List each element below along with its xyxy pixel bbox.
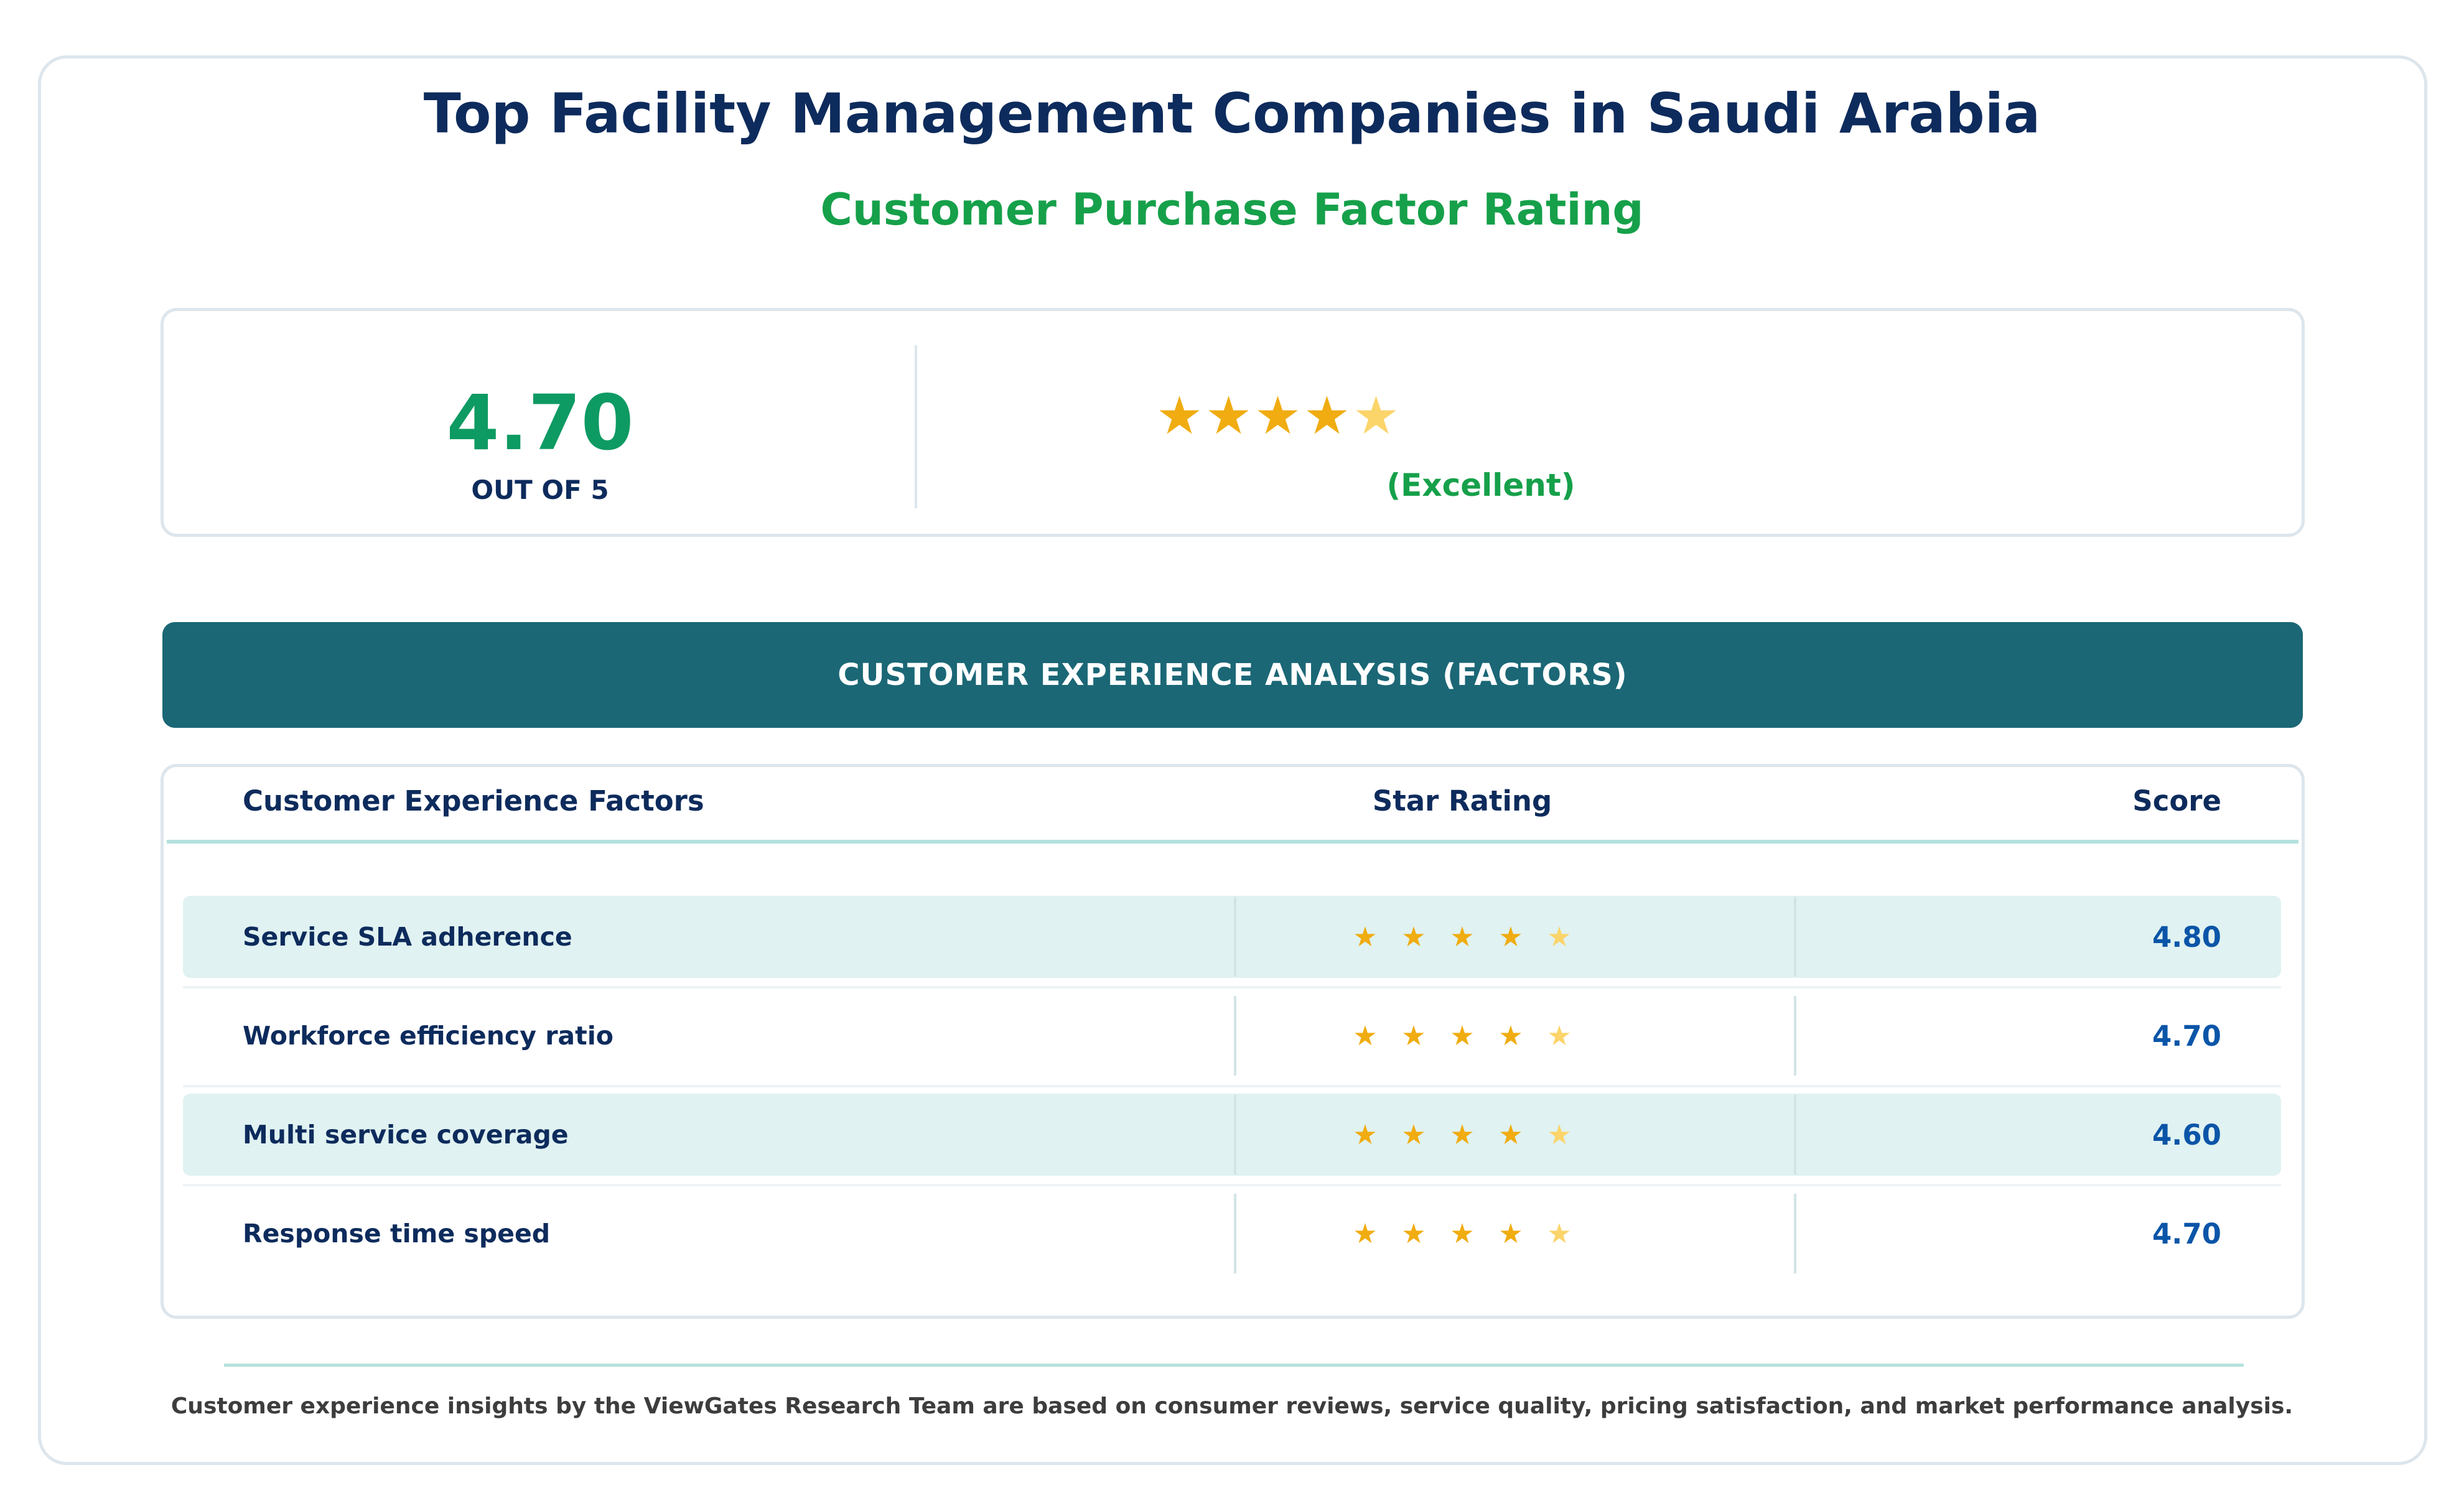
table-row: Service SLA adherence ★ ★ ★ ★ ★ 4.80: [183, 896, 2281, 978]
star-icon: ★: [1353, 1119, 1378, 1151]
analysis-banner: CUSTOMER EXPERIENCE ANALYSIS (FACTORS): [162, 622, 2303, 728]
column-header-star-rating: Star Rating: [1372, 784, 1552, 817]
star-icon: ★: [1353, 921, 1378, 953]
footer-divider: [224, 1364, 2244, 1367]
table-row: Multi service coverage ★ ★ ★ ★ ★ 4.60: [183, 1094, 2281, 1176]
star-icon: ★: [1401, 921, 1426, 953]
table-row: Workforce efficiency ratio ★ ★ ★ ★ ★ 4.70: [183, 995, 2281, 1077]
star-icon: ★: [1401, 1119, 1426, 1151]
column-divider: [1794, 1095, 1796, 1174]
star-icon: ★: [1303, 385, 1351, 446]
overall-star-rating: ★ ★ ★ ★ ★: [1155, 384, 1401, 447]
factor-star-rating: ★ ★ ★ ★ ★: [1244, 995, 1680, 1077]
page-title: Top Facility Management Companies in Sau…: [423, 81, 2041, 146]
column-divider: [1234, 996, 1236, 1076]
overall-score: 4.70: [446, 379, 634, 467]
row-separator: [183, 986, 2281, 988]
half-star-icon: ★: [1547, 1119, 1572, 1151]
half-star-icon: ★: [1547, 921, 1572, 953]
table-row: Response time speed ★ ★ ★ ★ ★ 4.70: [183, 1193, 2281, 1275]
half-star-icon: ★: [1547, 1217, 1572, 1250]
factor-score: 4.70: [2152, 1217, 2221, 1250]
star-icon: ★: [1254, 385, 1302, 446]
column-divider: [1794, 996, 1796, 1076]
column-divider: [1234, 1095, 1236, 1174]
factor-name: Workforce efficiency ratio: [243, 1021, 614, 1051]
factor-name: Service SLA adherence: [243, 922, 572, 952]
column-divider: [1234, 897, 1236, 977]
column-divider: [1794, 1194, 1796, 1273]
star-icon: ★: [1498, 1119, 1523, 1151]
page-subtitle: Customer Purchase Factor Rating: [820, 184, 1644, 235]
summary-divider: [915, 345, 917, 508]
star-icon: ★: [1401, 1020, 1426, 1052]
factor-name: Response time speed: [243, 1219, 551, 1249]
star-icon: ★: [1353, 1020, 1378, 1052]
footnote: Customer experience insights by the View…: [170, 1393, 2294, 1419]
star-icon: ★: [1205, 385, 1253, 446]
factor-star-rating: ★ ★ ★ ★ ★: [1244, 896, 1680, 978]
row-separator: [183, 1184, 2281, 1186]
column-divider: [1234, 1194, 1236, 1273]
factor-score: 4.80: [2152, 920, 2221, 954]
star-icon: ★: [1155, 385, 1203, 446]
rating-label: (Excellent): [1386, 467, 1575, 503]
factor-name: Multi service coverage: [243, 1120, 569, 1150]
summary-panel: [161, 308, 2305, 537]
column-header-factor: Customer Experience Factors: [243, 784, 704, 817]
factor-score: 4.60: [2152, 1118, 2221, 1151]
star-icon: ★: [1353, 1217, 1378, 1250]
column-header-score: Score: [2132, 784, 2221, 817]
factor-star-rating: ★ ★ ★ ★ ★: [1244, 1094, 1680, 1176]
star-icon: ★: [1450, 921, 1475, 953]
star-icon: ★: [1498, 921, 1523, 953]
star-icon: ★: [1450, 1217, 1475, 1250]
half-star-icon: ★: [1547, 1020, 1572, 1052]
out-of-label: OUT OF 5: [471, 475, 609, 505]
row-separator: [183, 1085, 2281, 1087]
column-divider: [1794, 897, 1796, 977]
factor-score: 4.70: [2152, 1019, 2221, 1053]
star-icon: ★: [1450, 1020, 1475, 1052]
header-divider: [167, 840, 2298, 844]
half-star-icon: ★: [1352, 385, 1400, 446]
star-icon: ★: [1498, 1020, 1523, 1052]
rating-card: [38, 55, 2427, 1465]
factor-star-rating: ★ ★ ★ ★ ★: [1244, 1193, 1680, 1275]
star-icon: ★: [1498, 1217, 1523, 1250]
star-icon: ★: [1401, 1217, 1426, 1250]
factors-table: [161, 764, 2305, 1319]
star-icon: ★: [1450, 1119, 1475, 1151]
banner-title: CUSTOMER EXPERIENCE ANALYSIS (FACTORS): [838, 658, 1628, 692]
